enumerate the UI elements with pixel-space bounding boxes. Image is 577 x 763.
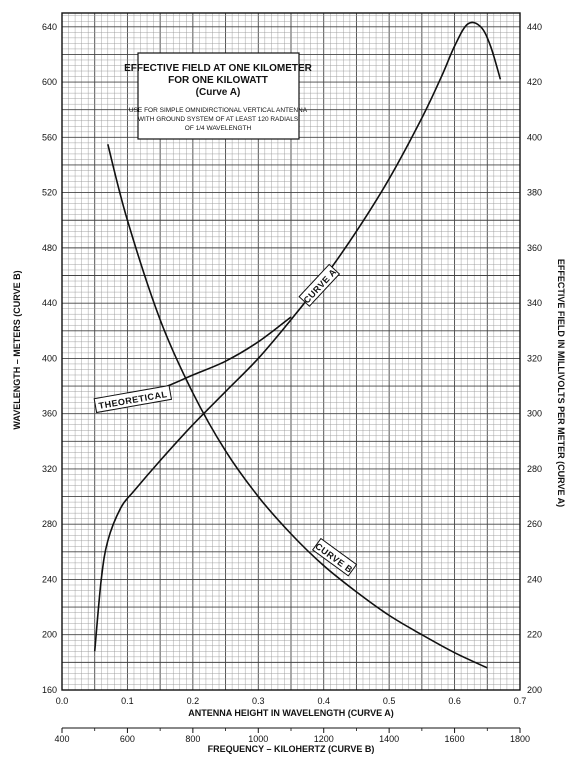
chart-note-line-3: OF 1/4 WAVELENGTH <box>185 125 252 132</box>
y-right-tick-label: 260 <box>527 519 542 529</box>
y-left-axis-label: WAVELENGTH – METERS (CURVE B) <box>12 270 22 429</box>
x2-tick-label: 800 <box>185 734 200 744</box>
x2-axis-label: FREQUENCY – KILOHERTZ (CURVE B) <box>208 744 375 754</box>
y-left-tick-label: 360 <box>42 409 57 419</box>
y-right-tick-label: 400 <box>527 132 542 142</box>
plot-frame <box>61 12 521 691</box>
x2-tick-label: 1200 <box>314 734 334 744</box>
y-left-tick-label: 320 <box>42 464 57 474</box>
y-right-tick-label: 220 <box>527 630 542 640</box>
y-left-tick-label: 520 <box>42 188 57 198</box>
y-left-tick-label: 400 <box>42 353 57 363</box>
y-left-tick-label: 480 <box>42 243 57 253</box>
y-right-tick-label: 420 <box>527 77 542 87</box>
label-curve-a: CURVE A <box>298 263 341 307</box>
x2-tick-label: 600 <box>120 734 135 744</box>
x-tick-label: 0.4 <box>317 696 330 706</box>
y-left-tick-label: 640 <box>42 22 57 32</box>
y-right-tick-label: 280 <box>527 464 542 474</box>
y-left-tick-label: 240 <box>42 574 57 584</box>
y-right-tick-label: 340 <box>527 298 542 308</box>
chart-title-line-2: FOR ONE KILOWATT <box>168 75 268 86</box>
label-curve-a-text: CURVE A <box>302 267 339 306</box>
title-box: EFFECTIVE FIELD AT ONE KILOMETER FOR ONE… <box>124 52 313 140</box>
x-tick-label: 0.5 <box>383 696 396 706</box>
y-left-tick-label: 200 <box>42 630 57 640</box>
grid <box>62 13 520 690</box>
y-right-tick-label: 200 <box>527 685 542 695</box>
x-tick-label: 0.7 <box>514 696 527 706</box>
y-right-axis-label: EFFECTIVE FIELD IN MILLIVOLTS PER METER … <box>556 259 566 507</box>
chart-note-line-1: USE FOR SIMPLE OMNIDIRCTIONAL VERTICAL A… <box>129 107 308 114</box>
y-right-tick-label: 380 <box>527 188 542 198</box>
x-axis-label: ANTENNA HEIGHT IN WAVELENGTH (CURVE A) <box>188 708 394 718</box>
y-right-tick-label: 440 <box>527 22 542 32</box>
x-tick-label: 0.6 <box>448 696 461 706</box>
y-left-tick-label: 280 <box>42 519 57 529</box>
y-right-tick-label: 240 <box>527 574 542 584</box>
y-right-tick-label: 300 <box>527 409 542 419</box>
x2-tick-label: 1000 <box>248 734 268 744</box>
y-left-tick-label: 160 <box>42 685 57 695</box>
chart-title-line-1: EFFECTIVE FIELD AT ONE KILOMETER <box>124 63 313 74</box>
y-left-tick-label: 440 <box>42 298 57 308</box>
x-tick-label: 0.0 <box>56 696 69 706</box>
x-tick-label: 0.1 <box>121 696 134 706</box>
chart-title-line-3: (Curve A) <box>196 87 241 98</box>
x-tick-label: 0.3 <box>252 696 265 706</box>
x-tick-label: 0.2 <box>187 696 200 706</box>
chart-note-line-2: WITH GROUND SYSTEM OF AT LEAST 120 RADIA… <box>138 116 299 123</box>
y-right-tick-label: 360 <box>527 243 542 253</box>
y-right-tick-label: 320 <box>527 353 542 363</box>
label-curve-b-box <box>311 537 358 577</box>
x2-tick-label: 400 <box>54 734 69 744</box>
x2-tick-label: 1400 <box>379 734 399 744</box>
ticks: 0.0 0.1 0.2 0.3 0.4 0.5 0.6 0.7 400 600 800 1000 120… <box>42 22 542 744</box>
x2-tick-label: 1800 <box>510 734 530 744</box>
curve-b-line <box>107 144 488 669</box>
label-curve-a-box <box>298 263 341 307</box>
y-left-tick-label: 600 <box>42 77 57 87</box>
title-box-frame <box>137 52 300 140</box>
y-left-tick-label: 560 <box>42 132 57 142</box>
x2-tick-label: 1600 <box>445 734 465 744</box>
label-theoretical-box <box>93 384 173 414</box>
